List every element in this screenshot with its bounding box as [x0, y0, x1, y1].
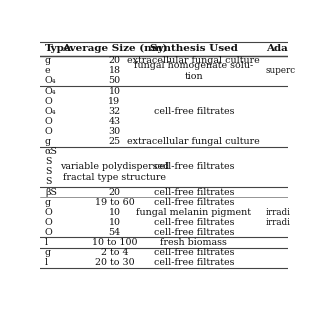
- Text: variable polydispersed
fractal type structure: variable polydispersed fractal type stru…: [60, 162, 169, 182]
- Text: 20: 20: [108, 56, 120, 65]
- Text: cell-free filtrates: cell-free filtrates: [154, 198, 234, 207]
- Text: 43: 43: [108, 117, 120, 126]
- Text: 10: 10: [108, 218, 120, 227]
- Text: fungal homogenate solu-
tion: fungal homogenate solu- tion: [134, 61, 253, 81]
- Text: 20: 20: [108, 188, 120, 196]
- Text: 19: 19: [108, 97, 120, 106]
- Text: 19 to 60: 19 to 60: [94, 198, 134, 207]
- Text: βS: βS: [45, 188, 57, 196]
- Text: cell-free filtrates: cell-free filtrates: [154, 248, 234, 257]
- Text: 20 to 30: 20 to 30: [95, 258, 134, 267]
- Text: O: O: [45, 208, 53, 217]
- Text: 54: 54: [108, 228, 120, 237]
- Text: 10: 10: [108, 208, 120, 217]
- Text: 32: 32: [108, 107, 120, 116]
- Text: g: g: [45, 137, 51, 146]
- Text: O₄: O₄: [45, 107, 56, 116]
- Text: irradi: irradi: [266, 218, 291, 227]
- Text: O₄: O₄: [45, 76, 56, 85]
- Text: fresh biomass: fresh biomass: [160, 238, 227, 247]
- Text: fungal melanin pigment: fungal melanin pigment: [136, 208, 251, 217]
- Text: S: S: [45, 167, 52, 176]
- Text: cell-free filtrates: cell-free filtrates: [154, 188, 234, 196]
- Text: extracellular fungal culture: extracellular fungal culture: [127, 137, 260, 146]
- Text: O: O: [45, 228, 53, 237]
- Text: 10 to 100: 10 to 100: [92, 238, 137, 247]
- Text: g: g: [45, 248, 51, 257]
- Text: Synthesis Used: Synthesis Used: [150, 44, 238, 53]
- Text: S: S: [45, 177, 52, 187]
- Text: Average Size (nm): Average Size (nm): [62, 44, 167, 53]
- Text: S: S: [45, 157, 52, 166]
- Text: αS: αS: [45, 147, 58, 156]
- Text: Ada: Ada: [266, 44, 287, 53]
- Text: cell-free filtrates: cell-free filtrates: [154, 162, 234, 171]
- Text: O: O: [45, 97, 53, 106]
- Text: 18: 18: [108, 66, 120, 75]
- Text: 25: 25: [108, 137, 120, 146]
- Text: 30: 30: [108, 127, 120, 136]
- Text: cell-free filtrates: cell-free filtrates: [154, 228, 234, 237]
- Text: l: l: [45, 258, 48, 267]
- Text: O: O: [45, 127, 53, 136]
- Text: e: e: [45, 66, 51, 75]
- Text: O: O: [45, 218, 53, 227]
- Text: 10: 10: [108, 86, 120, 95]
- Text: cell-free filtrates: cell-free filtrates: [154, 107, 234, 116]
- Text: Type: Type: [45, 44, 71, 53]
- Text: superc: superc: [266, 66, 296, 75]
- Text: irradi: irradi: [266, 208, 291, 217]
- Text: l: l: [45, 238, 48, 247]
- Text: 2 to 4: 2 to 4: [101, 248, 128, 257]
- Text: O: O: [45, 117, 53, 126]
- Text: g: g: [45, 198, 51, 207]
- Text: extracellular fungal culture: extracellular fungal culture: [127, 56, 260, 65]
- Text: 50: 50: [108, 76, 120, 85]
- Text: cell-free filtrates: cell-free filtrates: [154, 218, 234, 227]
- Text: cell-free filtrates: cell-free filtrates: [154, 258, 234, 267]
- Text: g: g: [45, 56, 51, 65]
- Text: O₄: O₄: [45, 86, 56, 95]
